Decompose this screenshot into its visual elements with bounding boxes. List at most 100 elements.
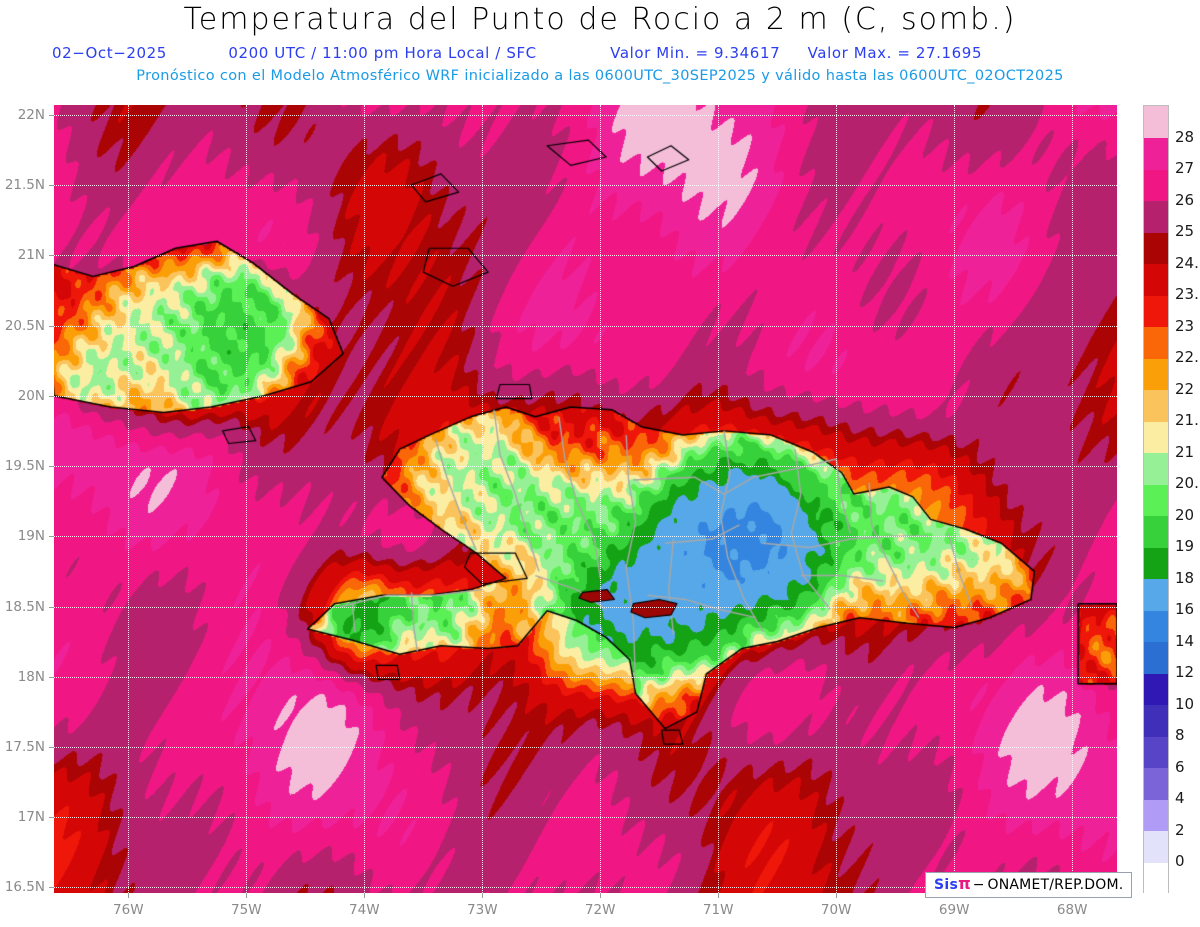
colorbar-band xyxy=(1144,326,1168,359)
yaxis-tick-label: 19.5N xyxy=(4,458,45,474)
yaxis-tick-label: 19N xyxy=(17,528,45,545)
forecast-valid-time: 0200 UTC / 11:00 pm Hora Local / SFC xyxy=(228,44,537,62)
colorbar-tick-label: 21.5 xyxy=(1175,411,1200,430)
xaxis-tick-label: 75W xyxy=(231,902,262,918)
colorbar-tick-label: 0 xyxy=(1175,852,1185,871)
colorbar-band xyxy=(1144,704,1168,737)
xaxis-tick-mark xyxy=(128,893,130,898)
yaxis-tick-mark xyxy=(49,817,54,819)
colorbar-tick-label: 20 xyxy=(1175,505,1195,524)
xaxis-tick-label: 76W xyxy=(113,902,144,918)
colorbar-band xyxy=(1144,358,1168,391)
colorbar-band xyxy=(1144,547,1168,580)
colorbar-band xyxy=(1144,862,1168,895)
colorbar-band xyxy=(1144,263,1168,296)
colorbar-tick-label: 16 xyxy=(1175,600,1195,619)
yaxis-tick-mark xyxy=(49,536,54,538)
colorbar-band xyxy=(1144,484,1168,517)
colorbar-band xyxy=(1144,389,1168,422)
yaxis-tick-mark xyxy=(49,325,54,327)
logo-sis-text: Sis xyxy=(934,877,959,893)
yaxis-tick-label: 21N xyxy=(17,247,45,264)
colorbar-band xyxy=(1144,515,1168,548)
forecast-date: 02−Oct−2025 xyxy=(52,44,167,62)
xaxis-tick-mark xyxy=(482,893,484,898)
xaxis-tick-label: 69W xyxy=(938,902,970,918)
colorbar-band xyxy=(1144,830,1168,863)
xaxis-tick-mark xyxy=(836,893,838,898)
yaxis-tick-label: 18.5N xyxy=(4,598,45,615)
colorbar[interactable] xyxy=(1143,105,1169,895)
colorbar-band xyxy=(1144,610,1168,643)
colorbar-tick-label: 28 xyxy=(1175,127,1195,146)
yaxis-tick-label: 17N xyxy=(17,809,45,826)
colorbar-band xyxy=(1144,452,1168,485)
xaxis-tick-label: 70W xyxy=(820,902,852,918)
xaxis-tick-label: 73W xyxy=(467,902,498,918)
colorbar-tick-label: 12 xyxy=(1175,663,1195,682)
map-plot-area[interactable] xyxy=(54,105,1117,893)
colorbar-band xyxy=(1144,641,1168,674)
yaxis-tick-mark xyxy=(49,114,54,116)
yaxis-tick-label: 16.5N xyxy=(4,879,45,896)
colorbar-band xyxy=(1144,200,1168,233)
colorbar-tick-label: 22.5 xyxy=(1175,348,1200,367)
colorbar-tick-label: 4 xyxy=(1175,789,1185,808)
colorbar-tick-label: 19 xyxy=(1175,537,1195,556)
dewpoint-shaded-field xyxy=(54,105,1117,893)
xaxis-tick-mark xyxy=(600,893,602,898)
xaxis-tick-label: 68W xyxy=(1056,902,1088,918)
colorbar-band xyxy=(1144,767,1168,800)
yaxis-tick-label: 20.5N xyxy=(4,317,45,334)
colorbar-band xyxy=(1144,578,1168,611)
value-min: Valor Min. = 9.34617 xyxy=(610,44,781,62)
colorbar-band xyxy=(1144,799,1168,832)
yaxis-tick-label: 17.5N xyxy=(4,738,45,755)
xaxis-tick-mark xyxy=(364,893,366,898)
colorbar-band xyxy=(1144,421,1168,454)
colorbar-band xyxy=(1144,295,1168,328)
colorbar-band xyxy=(1144,106,1168,139)
logo-pi-icon: π xyxy=(958,874,971,893)
logo-organization: ONAMET/REP.DOM. xyxy=(987,877,1124,893)
colorbar-tick-label: 8 xyxy=(1175,726,1185,745)
colorbar-tick-label: 21 xyxy=(1175,442,1195,461)
page-title: Temperatura del Punto de Rocio a 2 m (C,… xyxy=(183,2,1017,37)
colorbar-band xyxy=(1144,137,1168,170)
colorbar-tick-label: 25 xyxy=(1175,222,1195,241)
yaxis-tick-mark xyxy=(49,185,54,187)
yaxis-tick-label: 21.5N xyxy=(4,177,45,194)
xaxis-tick-label: 72W xyxy=(584,902,616,918)
colorbar-band xyxy=(1144,673,1168,706)
colorbar-tick-label: 26 xyxy=(1175,190,1195,209)
colorbar-tick-label: 18 xyxy=(1175,568,1195,587)
value-max: Valor Max. = 27.1695 xyxy=(807,44,983,62)
colorbar-band xyxy=(1144,232,1168,265)
yaxis-tick-label: 18N xyxy=(17,668,45,685)
colorbar-tick-label: 14 xyxy=(1175,631,1195,650)
colorbar-tick-label: 27 xyxy=(1175,159,1195,178)
colorbar-tick-label: 20.5 xyxy=(1175,474,1200,493)
yaxis-tick-mark xyxy=(49,606,54,608)
colorbar-tick-label: 22 xyxy=(1175,379,1195,398)
colorbar-tick-label: 6 xyxy=(1175,757,1185,776)
yaxis-tick-label: 22N xyxy=(17,106,45,123)
colorbar-band xyxy=(1144,169,1168,202)
plot-header: Temperatura del Punto de Rocio a 2 m (C,… xyxy=(0,0,1200,95)
subtitle-line-2: Pronóstico con el Modelo Atmosférico WRF… xyxy=(136,68,1064,84)
yaxis-tick-mark xyxy=(49,395,54,397)
colorbar-tick-label: 10 xyxy=(1175,694,1195,713)
subtitle-line-1: 02−Oct−2025 0200 UTC / 11:00 pm Hora Loc… xyxy=(0,44,1200,62)
xaxis-tick-label: 74W xyxy=(349,902,380,918)
yaxis-tick-mark xyxy=(49,255,54,257)
xaxis-tick-mark xyxy=(718,893,720,898)
xaxis-tick-mark xyxy=(246,893,248,898)
colorbar-tick-label: 24.5 xyxy=(1175,253,1200,272)
colorbar-tick-label: 2 xyxy=(1175,820,1185,839)
yaxis-tick-mark xyxy=(49,466,54,467)
colorbar-tick-label: 23 xyxy=(1175,316,1195,335)
attribution-badge: Sisπ − ONAMET/REP.DOM. xyxy=(925,872,1133,898)
yaxis-tick-mark xyxy=(49,887,54,889)
logo-separator: − xyxy=(972,877,985,893)
xaxis-tick-label: 71W xyxy=(702,902,734,918)
